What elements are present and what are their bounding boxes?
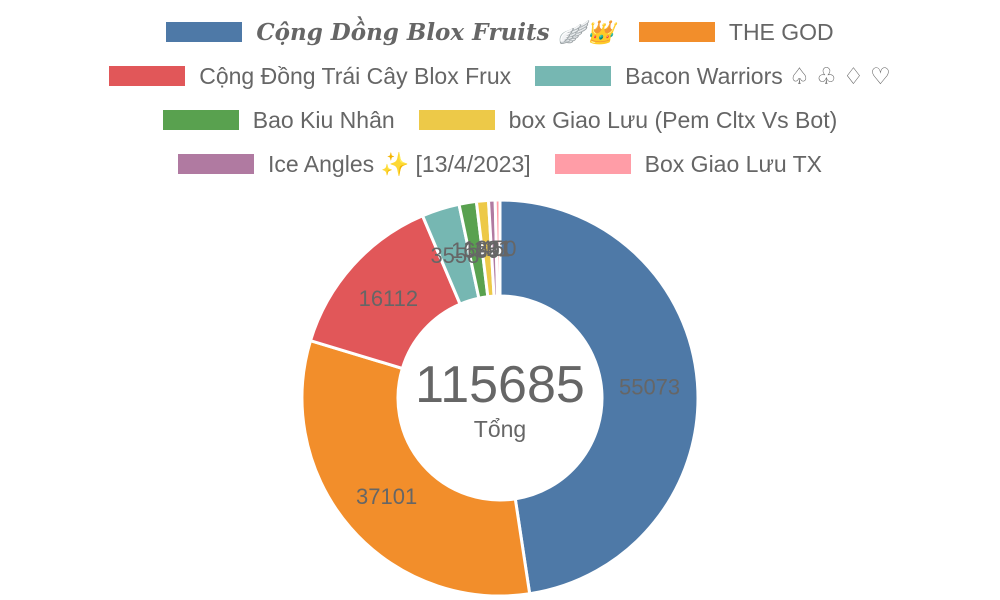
slice-value-label: 1131 — [463, 237, 510, 262]
legend-swatch — [418, 110, 495, 130]
slice-value-label: 3558 — [430, 243, 479, 268]
legend-row: Bao Kiu Nhân box Giao Lưu (Pem Cltx Vs B… — [0, 98, 1000, 142]
center-label: Tổng — [474, 416, 526, 442]
legend-swatch — [166, 22, 243, 42]
slice-value-label: 55073 — [619, 375, 680, 400]
legend-swatch — [162, 110, 239, 130]
doughnut-slice[interactable] — [300, 338, 532, 598]
legend-item-blox-fruits[interactable]: 𝑪𝒐̣̂𝒏𝒈 𝑫𝒐̂̀𝒏𝒈 𝑩𝒍𝒐𝒙 𝑭𝒓𝒖𝒊𝒕𝒔 🪽👑 — [166, 19, 615, 46]
legend-row: 𝑪𝒐̣̂𝒏𝒈 𝑫𝒐̂̀𝒏𝒈 𝑩𝒍𝒐𝒙 𝑭𝒓𝒖𝒊𝒕𝒔 🪽👑 THE GOD — [0, 10, 1000, 54]
doughnut-slice[interactable] — [498, 198, 700, 596]
legend-label: THE GOD — [728, 18, 834, 45]
legend-row: Cộng Đồng Trái Cây Blox Frux Bacon Warri… — [0, 54, 1000, 98]
doughnut-slice[interactable] — [493, 198, 502, 298]
legend-item-the-god[interactable]: THE GOD — [638, 18, 834, 46]
legend-label: Cộng Đồng Trái Cây Blox Frux — [199, 62, 512, 89]
slices-group — [300, 198, 700, 598]
slice-value-label: 16112 — [359, 286, 419, 311]
legend-item-trai-cay[interactable]: Cộng Đồng Trái Cây Blox Frux — [109, 63, 511, 90]
chart-legend: 𝑪𝒐̣̂𝒏𝒈 𝑫𝒐̂̀𝒏𝒈 𝑩𝒍𝒐𝒙 𝑭𝒓𝒖𝒊𝒕𝒔 🪽👑 THE GOD Cộn… — [0, 0, 1000, 186]
legend-swatch — [535, 66, 612, 86]
slice-value-label: 450 — [480, 236, 517, 261]
legend-swatch — [554, 154, 631, 174]
legend-row: Ice Angles ✨ [13/4/2023] Box Giao Lưu TX — [0, 142, 1000, 186]
legend-label: 𝑪𝒐̣̂𝒏𝒈 𝑫𝒐̂̀𝒏𝒈 𝑩𝒍𝒐𝒙 𝑭𝒓𝒖𝒊𝒕𝒔 🪽👑 — [256, 18, 615, 46]
slice-value-label: 1639 — [451, 238, 500, 263]
slice-value-label: 621 — [475, 236, 512, 261]
legend-item-box-giao-luu-pem[interactable]: box Giao Lưu (Pem Cltx Vs Bot) — [418, 106, 838, 134]
legend-item-bacon-warriors[interactable]: Bacon Warriors ♤ ♧ ♢ ♡ — [535, 63, 891, 90]
legend-swatch — [109, 66, 186, 86]
legend-swatch — [178, 154, 254, 174]
legend-label: Bacon Warriors ♤ ♧ ♢ ♡ — [625, 62, 891, 89]
legend-item-bao-kiu-nhan[interactable]: Bao Kiu Nhân — [162, 106, 395, 134]
legend-swatch — [638, 22, 715, 42]
center-total: 115685 — [415, 356, 585, 414]
legend-label: box Giao Lưu (Pem Cltx Vs Bot) — [508, 106, 838, 133]
legend-item-box-giao-luu-tx[interactable]: Box Giao Lưu TX — [554, 150, 822, 178]
legend-label: Ice Angles ✨ [13/4/2023] — [268, 150, 531, 177]
legend-label: Box Giao Lưu TX — [644, 150, 822, 177]
legend-label: Bao Kiu Nhân — [252, 106, 395, 133]
slice-value-label: 37101 — [356, 484, 417, 509]
legend-item-ice-angles[interactable]: Ice Angles ✨ [13/4/2023] — [178, 151, 531, 178]
